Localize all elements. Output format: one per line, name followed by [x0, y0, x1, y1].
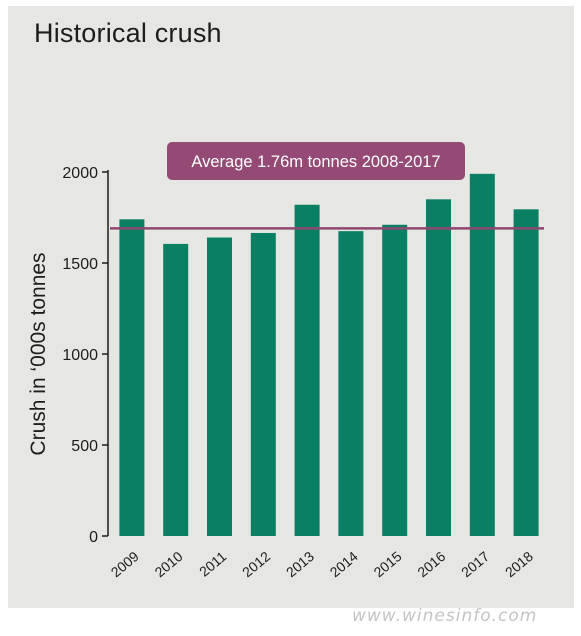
- x-tick-label: 2010: [151, 548, 185, 580]
- bar-2017: [469, 173, 495, 536]
- y-tick-label: 1000: [62, 347, 98, 364]
- y-tick-label: 500: [71, 438, 98, 455]
- bar-2009: [119, 219, 145, 536]
- watermark-text: www.winesinfo.com: [352, 606, 538, 626]
- x-tick-label: 2011: [196, 548, 230, 580]
- x-tick-label: 2009: [108, 548, 142, 580]
- x-tick-label: 2013: [283, 548, 317, 580]
- x-tick-label: 2014: [327, 548, 361, 580]
- average-annotation: Average 1.76m tonnes 2008-2017: [110, 142, 544, 230]
- x-tick-label: 2015: [370, 548, 404, 580]
- bar-2010: [163, 243, 189, 536]
- bar-2016: [426, 199, 451, 537]
- bar-2011: [207, 237, 232, 536]
- y-axis: 0 500 1000 1500 2000: [62, 165, 109, 546]
- bar-2015: [382, 224, 408, 536]
- bar-2014: [338, 231, 364, 536]
- bar-2013: [294, 204, 320, 536]
- x-axis-labels: 2009 2010 2011 2012 2013 2014 2015 2016 2017 2018: [108, 548, 537, 580]
- average-label: Average 1.76m tonnes 2008-2017: [191, 153, 440, 171]
- y-tick-label: 0: [89, 529, 98, 546]
- bar-2018: [513, 209, 539, 536]
- x-tick-label: 2016: [414, 548, 448, 580]
- x-tick-label: 2012: [239, 548, 273, 580]
- x-tick-label: 2017: [458, 548, 492, 580]
- y-tick-label: 2000: [62, 165, 98, 182]
- bars: [119, 173, 539, 537]
- y-axis-label: Crush in ‘000s tonnes: [27, 252, 50, 455]
- x-tick-label: 2018: [502, 548, 536, 580]
- bar-2012: [250, 232, 276, 536]
- y-tick-label: 1500: [62, 256, 98, 273]
- average-label-box: [167, 142, 465, 180]
- chart-title: Historical crush: [34, 18, 222, 48]
